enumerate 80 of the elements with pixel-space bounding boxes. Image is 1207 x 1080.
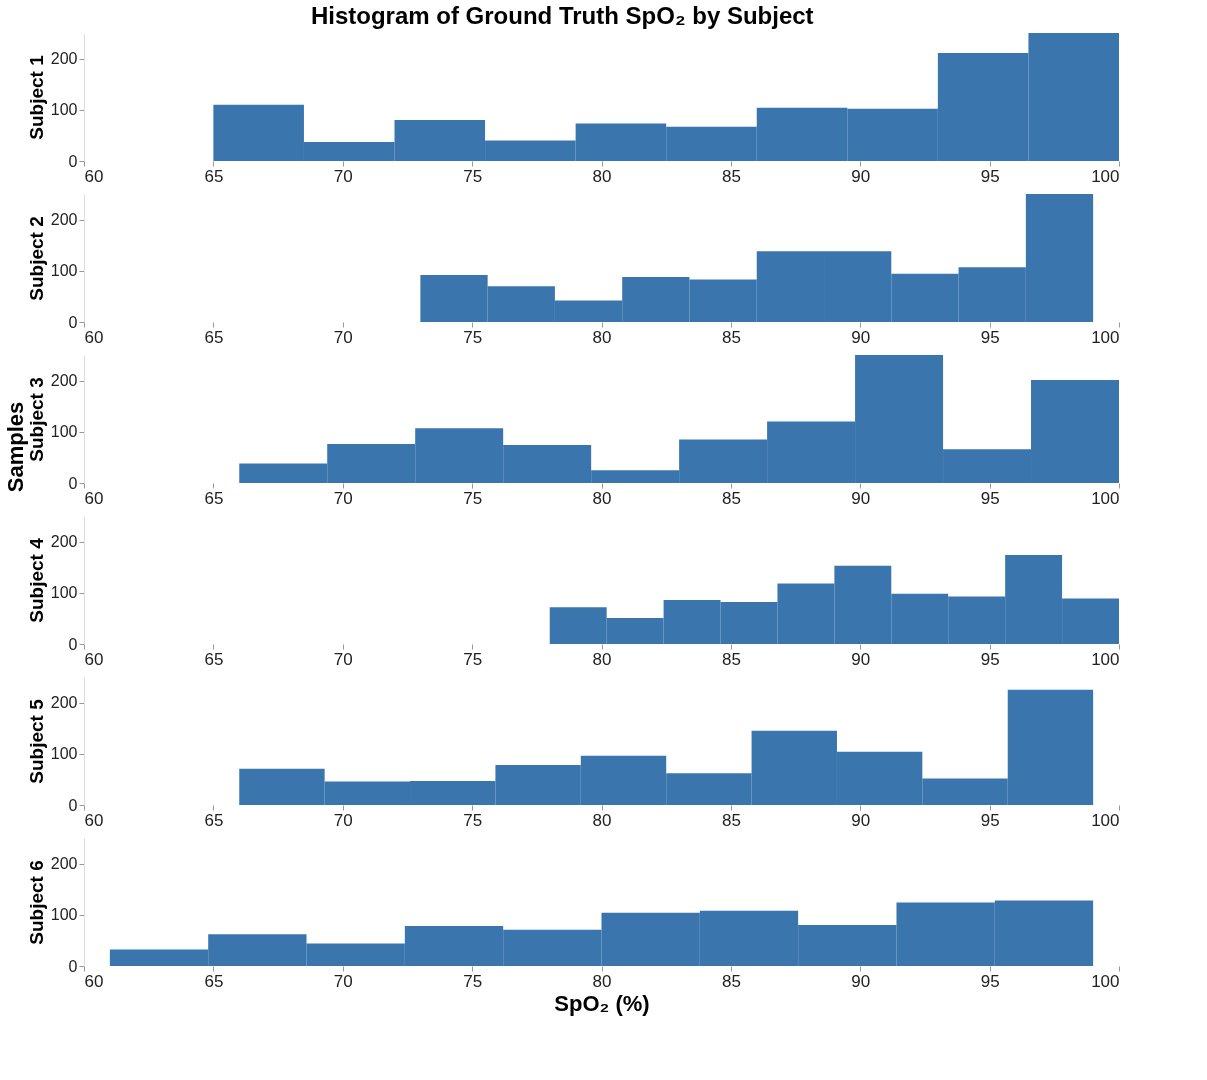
x-tick-label: 70 [333,971,353,991]
x-tick-label: 60 [84,810,104,830]
x-tick-label: 60 [84,327,104,347]
y-tick-label: 0 [68,635,78,653]
x-tick-label: 65 [204,327,224,347]
text: Samples [3,401,28,493]
x-tick-label: 100 [1091,649,1120,669]
x-tick-label: 60 [84,166,104,186]
x-tick-label: 95 [980,166,1000,186]
y-axis-title: Subject 4 [25,537,47,623]
y-tick-label: 200 [50,533,78,551]
x-tick-label: 70 [333,327,353,347]
x-tick-label: 95 [980,971,1000,991]
y-tick-label: 100 [50,584,78,602]
x-tick-label: 85 [721,488,741,508]
x-tick-label: 80 [592,649,612,669]
y-tick-label: 0 [68,313,78,331]
x-tick-label: 75 [463,649,483,669]
y-axis-title: Subject 2 [25,216,47,301]
x-tick-label: 95 [980,810,1000,830]
x-tick-label: 80 [592,810,612,830]
y-tick-label: 100 [50,906,78,924]
x-tick-label: 80 [592,327,612,347]
x-tick-label: 75 [463,327,483,347]
x-tick-label: 65 [204,649,224,669]
x-tick-label: 100 [1091,971,1120,991]
x-tick-label: 90 [851,488,871,508]
x-tick-label: 90 [851,327,871,347]
x-tick-label: 70 [333,810,353,830]
y-tick-label: 0 [68,957,78,975]
y-tick-label: 0 [68,152,78,170]
x-tick-label: 90 [851,166,871,186]
x-tick-label: 90 [851,971,871,991]
x-tick-label: 85 [721,971,741,991]
x-tick-label: 60 [84,488,104,508]
x-tick-label: 85 [721,649,741,669]
y-tick-label: 200 [50,211,78,229]
x-tick-label: 85 [721,327,741,347]
y-tick-label: 100 [50,745,78,763]
y-axis-title: Subject 6 [25,860,47,945]
x-tick-label: 75 [463,971,483,991]
x-tick-label: 65 [204,810,224,830]
x-tick-label: 65 [204,488,224,508]
x-tick-label: 70 [333,488,353,508]
x-tick-label: 70 [333,649,353,669]
chart-title: Histogram of Ground Truth SpO₂ by Subject [310,2,814,29]
x-tick-label: 60 [84,971,104,991]
x-tick-label: 90 [851,810,871,830]
x-tick-label: 65 [204,971,224,991]
x-tick-label: 80 [592,166,612,186]
x-tick-label: 85 [721,810,741,830]
y-tick-label: 0 [68,474,78,492]
x-tick-label: 75 [463,810,483,830]
x-tick-label: 75 [463,488,483,508]
y-tick-label: 100 [50,262,78,280]
x-tick-label: 80 [592,488,612,508]
x-tick-label: 70 [333,166,353,186]
x-tick-label: 95 [980,488,1000,508]
y-tick-label: 200 [50,50,78,68]
x-tick-label: 75 [463,166,483,186]
y-axis-title: Subject 1 [25,54,47,140]
x-tick-label: 95 [980,649,1000,669]
x-tick-label: 95 [980,327,1000,347]
y-tick-label: 200 [50,372,78,390]
y-tick-label: 100 [50,423,78,441]
x-tick-label: 100 [1091,488,1120,508]
x-tick-label: 65 [204,166,224,186]
y-tick-label: 0 [68,796,78,814]
x-tick-label: 90 [851,649,871,669]
x-tick-label: 85 [721,166,741,186]
x-tick-label: 100 [1091,810,1120,830]
x-tick-label: 80 [592,971,612,991]
y-tick-label: 200 [50,694,78,712]
x-tick-label: 60 [84,649,104,669]
y-axis-title: Subject 5 [25,698,47,784]
x-tick-label: 100 [1091,327,1120,347]
y-tick-label: 200 [50,855,78,873]
y-tick-label: 100 [50,101,78,119]
x-tick-label: 100 [1091,166,1120,186]
x-axis-title: SpO₂ (%) [554,990,650,1016]
